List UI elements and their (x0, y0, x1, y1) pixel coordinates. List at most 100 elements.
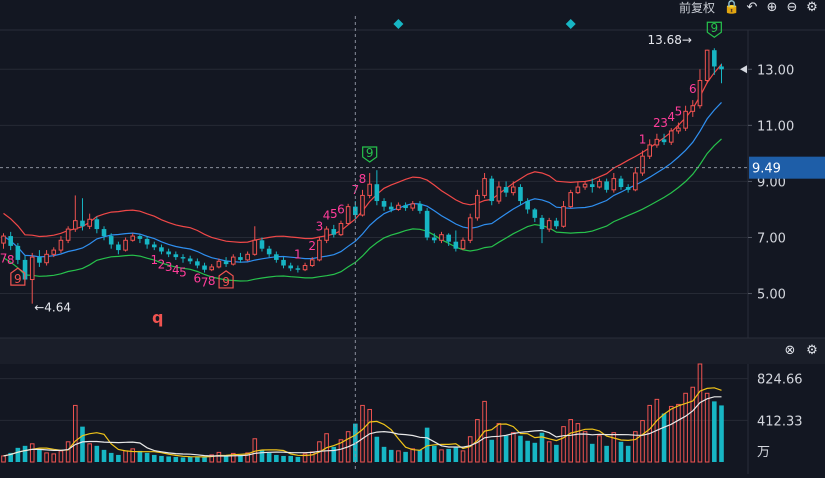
volume-bar (640, 420, 645, 463)
candle-body (496, 186, 502, 202)
close-icon[interactable]: ⊗ (784, 342, 796, 358)
volume-bar (582, 431, 588, 463)
candle-body (683, 110, 688, 129)
zoom-in-icon[interactable]: ⊕ (766, 0, 778, 15)
volume-bar (1, 455, 6, 463)
candle-body (223, 261, 229, 265)
td-count-label: 1 (639, 133, 647, 147)
volume-bar (432, 445, 437, 462)
td-count-label: 2 (158, 257, 166, 271)
candle-body (22, 259, 28, 280)
volume-bar (15, 447, 21, 462)
volume-bar (683, 392, 688, 463)
candle-body (94, 219, 100, 230)
candle-body (525, 201, 530, 210)
volume-bar (532, 442, 538, 462)
td-nine-box (10, 267, 26, 286)
volume-bar (288, 455, 293, 462)
candle-body (1, 235, 6, 244)
volume-bar (195, 456, 200, 462)
candle-body (654, 138, 660, 146)
candle-body (108, 236, 114, 245)
candle-body (187, 258, 193, 262)
volume-bar (374, 436, 380, 462)
band-middle-blue-line (3, 101, 722, 263)
volume-settings-icon[interactable]: ⚙ (806, 342, 818, 358)
td-count-label: 1 (150, 253, 158, 267)
volume-bar (676, 403, 681, 463)
volume-bar (108, 452, 114, 462)
candle-body (230, 256, 236, 265)
candle-body (690, 105, 696, 112)
volume-bar (388, 449, 394, 462)
volume-bar (611, 432, 617, 463)
candle-body (15, 245, 21, 260)
adjust-mode-label[interactable]: 前复权 (678, 0, 715, 15)
price-tick-label: 9.00 (757, 175, 786, 190)
candle-body (51, 249, 57, 255)
candle-body (80, 220, 85, 227)
volume-tick-label: 824.66 (757, 373, 803, 388)
candle-body (719, 66, 724, 70)
td-count-label: 4 (172, 263, 180, 277)
volume-bar (360, 404, 365, 463)
undo-icon[interactable]: ↶ (746, 0, 758, 15)
candle-body (482, 178, 487, 196)
candle-body (137, 236, 143, 239)
volume-bar (575, 423, 581, 463)
volume-bar (719, 405, 724, 462)
candle-body (439, 234, 444, 241)
volume-bar (554, 444, 559, 462)
price-tick-label: 7.00 (757, 231, 786, 246)
volume-bar (101, 449, 107, 462)
candle-body (712, 50, 717, 67)
lock-icon[interactable]: 🔒 (723, 0, 741, 15)
volume-bar (482, 400, 487, 463)
volume-bar (137, 450, 143, 462)
candle-body (151, 244, 157, 248)
event-diamond-icon (393, 19, 404, 29)
price-tick-label: 13.00 (757, 63, 794, 78)
td-count-label: 1 (294, 248, 302, 262)
band-lower-green-line (3, 138, 722, 282)
td-count-label: 5 (179, 266, 187, 280)
volume-bar (8, 452, 13, 462)
volume-bar (44, 452, 49, 463)
candle-body (697, 79, 703, 107)
settings-icon[interactable]: ⚙ (806, 0, 818, 15)
td-count-label: 8 (7, 253, 15, 267)
volume-bar (633, 431, 638, 463)
volume-bar (274, 454, 279, 462)
volume-bar (29, 443, 35, 463)
candle-body (252, 239, 258, 255)
candle-body (661, 139, 667, 143)
candle-body (647, 144, 653, 157)
volume-header-bar (0, 338, 825, 364)
candle-body (554, 220, 559, 227)
candle-body (618, 178, 624, 188)
volume-bar (331, 446, 337, 462)
zoom-out-icon[interactable]: ⊖ (786, 0, 798, 15)
volume-bar (668, 405, 674, 463)
td-count-label: 2 (308, 239, 316, 253)
volume-bar (180, 457, 186, 462)
candle-body (625, 187, 631, 190)
candle-body (582, 183, 588, 188)
candle-body (331, 229, 337, 235)
candle-body (367, 183, 372, 196)
volume-bar (561, 426, 566, 463)
candle-body (202, 265, 207, 270)
candle-body (302, 265, 308, 271)
candle-body (295, 268, 301, 270)
candle-body (216, 260, 222, 268)
candle-body (381, 201, 387, 207)
volume-bar (202, 456, 207, 462)
candle-body (410, 203, 416, 209)
td-count-label: 7 (201, 276, 209, 290)
volume-bar (460, 450, 466, 463)
volume-bar (568, 419, 574, 463)
volume-bar (410, 448, 416, 463)
volume-bar (539, 432, 545, 462)
